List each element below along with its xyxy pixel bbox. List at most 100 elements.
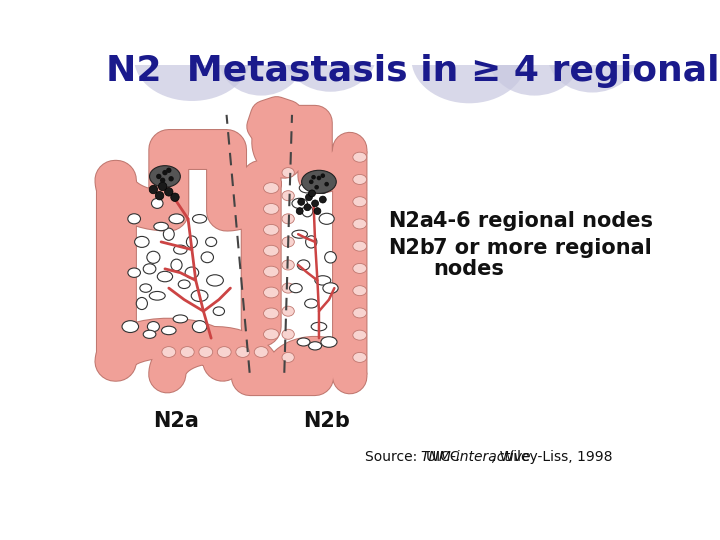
Ellipse shape <box>98 285 113 296</box>
Ellipse shape <box>149 292 165 300</box>
Circle shape <box>320 196 326 203</box>
Circle shape <box>320 173 325 178</box>
Ellipse shape <box>186 236 197 248</box>
Ellipse shape <box>353 197 366 207</box>
Ellipse shape <box>171 259 182 271</box>
Ellipse shape <box>264 308 279 319</box>
Circle shape <box>158 182 167 191</box>
Ellipse shape <box>174 245 187 254</box>
Text: N2a: N2a <box>153 411 199 431</box>
Ellipse shape <box>297 260 310 270</box>
Text: N2b: N2b <box>388 238 435 258</box>
Ellipse shape <box>157 271 173 282</box>
Ellipse shape <box>282 191 294 201</box>
Ellipse shape <box>321 337 337 347</box>
Circle shape <box>309 179 314 184</box>
Circle shape <box>324 182 329 186</box>
Ellipse shape <box>282 214 294 224</box>
Circle shape <box>171 193 179 201</box>
Ellipse shape <box>201 252 214 262</box>
Ellipse shape <box>122 321 138 333</box>
Ellipse shape <box>154 222 168 231</box>
Circle shape <box>149 185 158 194</box>
Ellipse shape <box>264 225 279 235</box>
Ellipse shape <box>292 230 307 238</box>
Ellipse shape <box>305 299 318 308</box>
Ellipse shape <box>264 245 279 256</box>
Ellipse shape <box>353 308 366 318</box>
Text: 4-6 regional nodes: 4-6 regional nodes <box>433 211 653 231</box>
Ellipse shape <box>282 260 294 270</box>
Ellipse shape <box>151 198 163 208</box>
Ellipse shape <box>143 264 156 274</box>
Ellipse shape <box>353 330 366 340</box>
Ellipse shape <box>282 353 294 362</box>
Ellipse shape <box>136 298 148 309</box>
Ellipse shape <box>282 283 294 293</box>
Ellipse shape <box>135 237 149 247</box>
Circle shape <box>162 170 168 176</box>
Ellipse shape <box>98 240 113 252</box>
Ellipse shape <box>264 204 279 214</box>
Ellipse shape <box>309 342 322 350</box>
Ellipse shape <box>353 286 366 296</box>
Ellipse shape <box>199 347 212 357</box>
Text: 7 or more regional: 7 or more regional <box>433 238 652 258</box>
Circle shape <box>156 192 163 200</box>
Ellipse shape <box>150 166 180 187</box>
Ellipse shape <box>207 275 223 286</box>
Ellipse shape <box>192 321 207 333</box>
Ellipse shape <box>180 347 194 357</box>
Ellipse shape <box>98 328 113 340</box>
Ellipse shape <box>219 22 304 96</box>
Ellipse shape <box>148 321 159 332</box>
Ellipse shape <box>284 15 377 92</box>
Ellipse shape <box>353 174 366 185</box>
Circle shape <box>311 175 316 179</box>
Ellipse shape <box>305 236 317 248</box>
Ellipse shape <box>317 183 328 193</box>
Ellipse shape <box>353 353 366 362</box>
Ellipse shape <box>264 183 279 193</box>
Ellipse shape <box>235 347 250 357</box>
Ellipse shape <box>185 267 199 278</box>
Text: nodes: nodes <box>433 259 504 279</box>
Ellipse shape <box>217 347 231 357</box>
Ellipse shape <box>297 338 310 346</box>
Ellipse shape <box>147 251 160 264</box>
Ellipse shape <box>325 252 336 263</box>
Circle shape <box>304 204 311 211</box>
Ellipse shape <box>143 330 156 339</box>
Text: N2  Metastasis in ≥ 4 regional nodes: N2 Metastasis in ≥ 4 regional nodes <box>106 54 720 88</box>
Ellipse shape <box>98 197 113 208</box>
Text: Source:  UICC: Source: UICC <box>365 450 464 464</box>
Ellipse shape <box>353 241 366 251</box>
Circle shape <box>156 174 161 179</box>
Ellipse shape <box>140 284 152 292</box>
Circle shape <box>296 208 303 214</box>
Ellipse shape <box>173 315 188 323</box>
Circle shape <box>298 198 305 205</box>
Ellipse shape <box>411 14 527 103</box>
Ellipse shape <box>300 183 315 193</box>
Circle shape <box>315 185 319 190</box>
Ellipse shape <box>488 18 581 96</box>
Circle shape <box>168 176 174 181</box>
Ellipse shape <box>315 276 330 285</box>
Ellipse shape <box>353 264 366 273</box>
Text: , Wiley-Liss, 1998: , Wiley-Liss, 1998 <box>490 450 612 464</box>
Ellipse shape <box>192 214 207 223</box>
Ellipse shape <box>302 205 312 217</box>
Circle shape <box>314 208 321 214</box>
Ellipse shape <box>161 326 176 335</box>
Ellipse shape <box>282 237 294 247</box>
Ellipse shape <box>98 174 113 186</box>
Ellipse shape <box>98 219 113 230</box>
Text: TNM-interactive: TNM-interactive <box>420 450 531 464</box>
Ellipse shape <box>353 152 366 162</box>
Text: N2b: N2b <box>303 411 350 431</box>
Ellipse shape <box>323 283 338 293</box>
Ellipse shape <box>163 228 174 240</box>
Ellipse shape <box>282 329 294 339</box>
Circle shape <box>165 187 173 196</box>
